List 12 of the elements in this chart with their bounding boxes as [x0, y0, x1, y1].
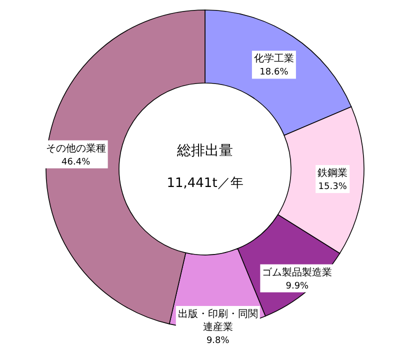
- slice-label: 鉄鋼業: [318, 167, 348, 180]
- text: 11,441t／年: [166, 176, 244, 191]
- text: 総排出量: [176, 143, 233, 159]
- slice-label: その他の業種: [46, 142, 106, 154]
- slice-label: 化学工業: [254, 52, 294, 65]
- data-label: 9.8%: [206, 336, 230, 346]
- data-label: 15.3%: [318, 182, 348, 192]
- data-label: 46.4%: [62, 157, 91, 168]
- data-label: 18.6%: [260, 68, 289, 78]
- slice-label: ゴム製品製造業: [262, 266, 332, 278]
- data-label: 9.9%: [286, 281, 310, 292]
- slice-label: 出版・印刷・同関連産業: [178, 308, 258, 333]
